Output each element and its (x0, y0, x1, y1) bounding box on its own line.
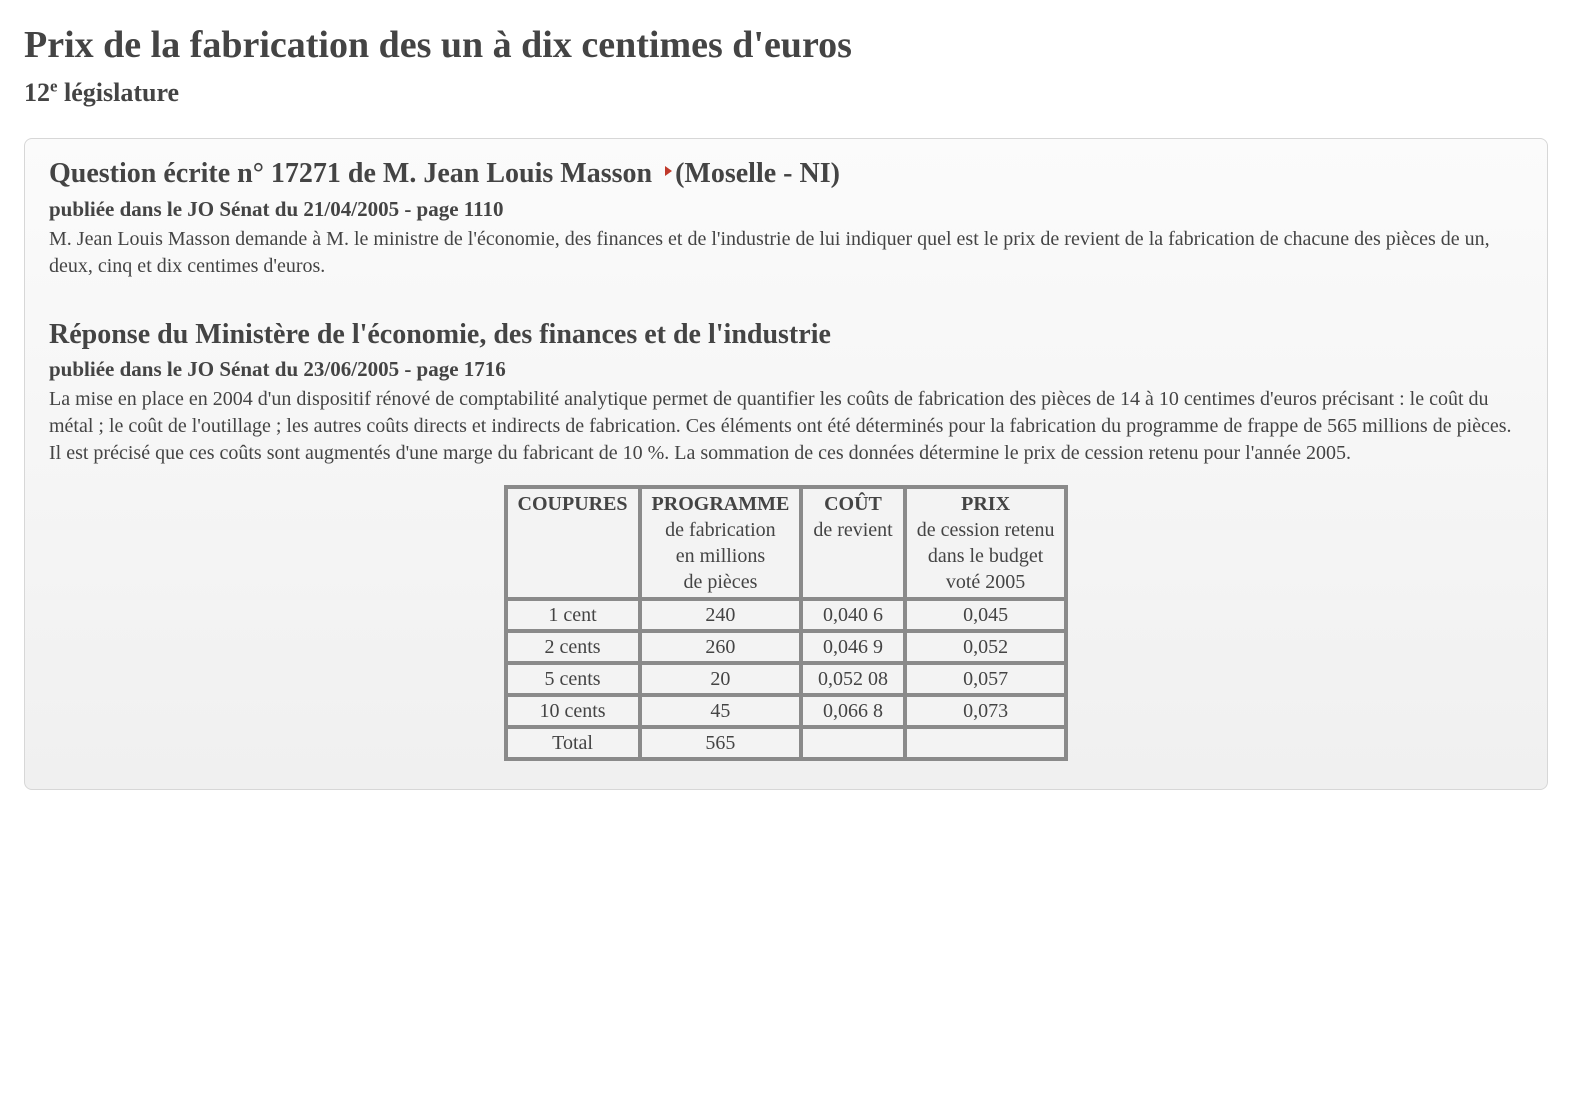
legislature-suffix: e (50, 77, 58, 96)
table-cell: 5 cents (507, 664, 639, 694)
response-heading: Réponse du Ministère de l'économie, des … (49, 316, 1523, 354)
table-cell: 260 (641, 632, 801, 662)
table-body: 1 cent2400,040 60,0452 cents2600,046 90,… (507, 600, 1066, 758)
table-cell: 2 cents (507, 632, 639, 662)
table-row: Total565 (507, 728, 1066, 758)
table-header-sub: de pièces (652, 569, 790, 595)
table-cell (906, 728, 1066, 758)
content-panel: Question écrite n° 17271 de M. Jean Loui… (24, 138, 1548, 789)
legislature-word: législature (64, 78, 179, 107)
table-header-main: PROGRAMME (652, 491, 790, 517)
response-body: La mise en place en 2004 d'un dispositif… (49, 386, 1523, 467)
table-cell: 0,057 (906, 664, 1066, 694)
table-header-main: COUPURES (518, 491, 628, 517)
table-header-cell: PROGRAMMEde fabricationen millionsde piè… (641, 488, 801, 598)
caret-icon (665, 166, 672, 176)
question-heading: Question écrite n° 17271 de M. Jean Loui… (49, 155, 1523, 193)
response-published: publiée dans le JO Sénat du 23/06/2005 -… (49, 355, 1523, 383)
table-cell: 240 (641, 600, 801, 630)
table-cell: 565 (641, 728, 801, 758)
table-row: 5 cents200,052 080,057 (507, 664, 1066, 694)
table-header-main: COÛT (813, 491, 892, 517)
table-cell: 45 (641, 696, 801, 726)
table-cell (802, 728, 903, 758)
question-heading-suffix: (Moselle - NI) (675, 158, 840, 189)
cost-table: COUPURES PROGRAMMEde fabricationen millio… (504, 485, 1069, 761)
legislature-heading: 12e législature (24, 75, 1548, 110)
table-cell: 10 cents (507, 696, 639, 726)
table-header-sub: en millions (652, 543, 790, 569)
table-cell: 0,073 (906, 696, 1066, 726)
question-published: publiée dans le JO Sénat du 21/04/2005 -… (49, 195, 1523, 223)
table-header-cell: COUPURES (507, 488, 639, 598)
table-header-row: COUPURES PROGRAMMEde fabricationen millio… (507, 488, 1066, 598)
question-body: M. Jean Louis Masson demande à M. le min… (49, 226, 1523, 280)
table-row: 2 cents2600,046 90,052 (507, 632, 1066, 662)
table-cell: 0,052 (906, 632, 1066, 662)
table-cell: 0,040 6 (802, 600, 903, 630)
table-header-sub: de fabrication (652, 517, 790, 543)
table-header-cell: COÛTde revient (802, 488, 903, 598)
table-header-main: PRIX (917, 491, 1055, 517)
table-cell: 0,066 8 (802, 696, 903, 726)
table-cell: 20 (641, 664, 801, 694)
table-row: 1 cent2400,040 60,045 (507, 600, 1066, 630)
table-head: COUPURES PROGRAMMEde fabricationen millio… (507, 488, 1066, 598)
table-header-sub: de revient (813, 517, 892, 543)
table-header-sub: de cession retenu (917, 517, 1055, 543)
table-cell: 0,045 (906, 600, 1066, 630)
table-header-sub: voté 2005 (917, 569, 1055, 595)
table-cell: 0,052 08 (802, 664, 903, 694)
table-container: COUPURES PROGRAMMEde fabricationen millio… (49, 485, 1523, 761)
question-heading-text: Question écrite n° 17271 de M. Jean Loui… (49, 158, 659, 189)
table-cell: 1 cent (507, 600, 639, 630)
table-cell: 0,046 9 (802, 632, 903, 662)
page-title: Prix de la fabrication des un à dix cent… (24, 20, 1548, 71)
legislature-number: 12 (24, 78, 50, 107)
table-header-cell: PRIXde cession retenudans le budgetvoté … (906, 488, 1066, 598)
table-row: 10 cents450,066 80,073 (507, 696, 1066, 726)
table-header-sub: dans le budget (917, 543, 1055, 569)
table-cell: Total (507, 728, 639, 758)
